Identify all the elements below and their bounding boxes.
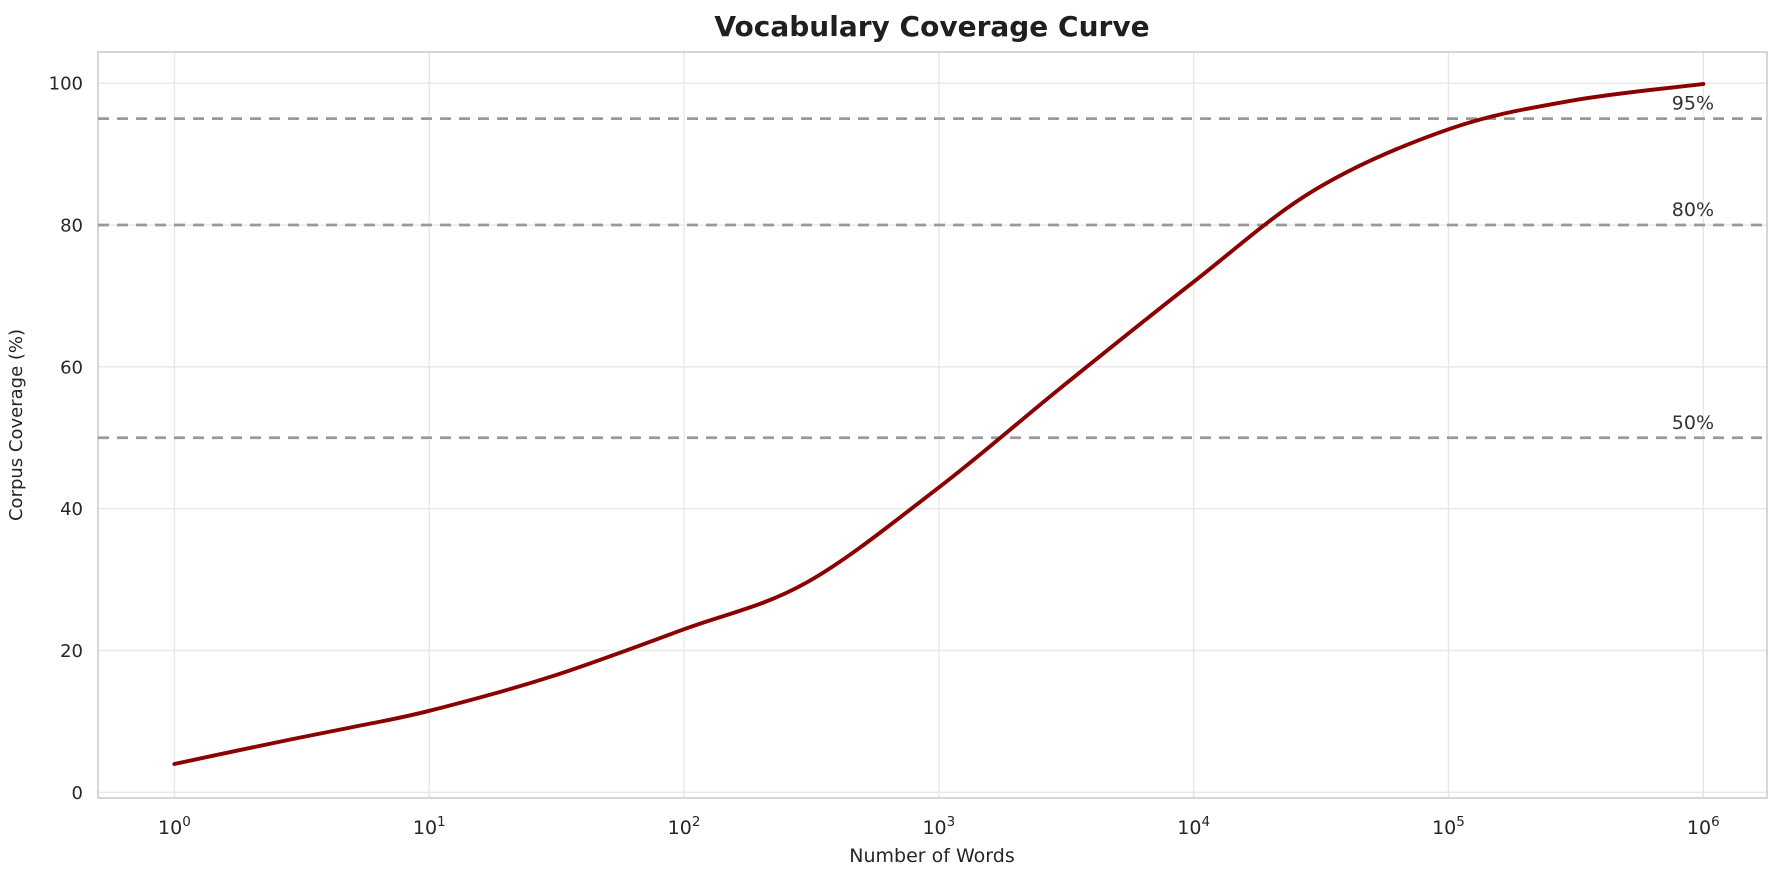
- y-tick-label: 40: [60, 499, 83, 520]
- tick-labels-layer: 0 20 40 60 80 100 100 101 102 103 104 105 106: [49, 74, 1720, 839]
- x-tick-label: 104: [1177, 814, 1210, 839]
- x-tick-label: 101: [413, 814, 446, 839]
- grid-layer: [97, 51, 1768, 799]
- x-tick-label: 100: [158, 814, 191, 839]
- plot-frame: [97, 51, 1768, 799]
- x-tick-label: 102: [668, 814, 701, 839]
- x-tick-label: 103: [922, 814, 955, 839]
- coverage-curve: [172, 81, 1706, 766]
- x-tick-label: 106: [1687, 814, 1720, 839]
- threshold-label: 95%: [1672, 93, 1714, 115]
- threshold-label: 50%: [1672, 412, 1714, 434]
- x-axis-label: Number of Words: [849, 845, 1014, 867]
- threshold-label: 80%: [1672, 199, 1714, 221]
- y-axis-label: Corpus Coverage (%): [6, 329, 27, 521]
- reference-lines-layer: [98, 117, 1767, 440]
- series-layer: [172, 81, 1706, 766]
- chart-title: Vocabulary Coverage Curve: [714, 10, 1149, 43]
- y-tick-label: 80: [60, 216, 83, 237]
- annotations-layer: 50% 80% 95%: [1672, 93, 1714, 434]
- y-tick-label: 0: [72, 783, 83, 804]
- y-tick-label: 100: [49, 74, 83, 95]
- x-tick-label: 105: [1432, 814, 1465, 839]
- y-tick-label: 60: [60, 357, 83, 378]
- y-tick-label: 20: [60, 641, 83, 662]
